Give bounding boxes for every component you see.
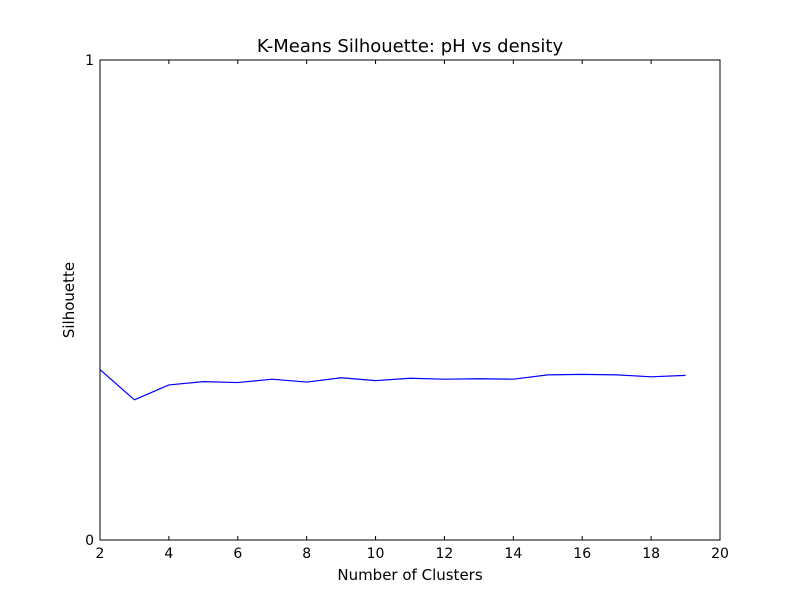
x-tick-label: 6	[233, 546, 242, 562]
x-tick-label: 16	[573, 546, 591, 562]
plot-frame	[99, 59, 721, 541]
tick-labels-layer: 2 4 6 8 10 12 14 16 18 20 0 1	[85, 53, 729, 562]
y-tick-label: 0	[85, 533, 94, 549]
x-tick-label: 10	[367, 546, 385, 562]
x-tick-label: 8	[302, 546, 311, 562]
chart-title: K-Means Silhouette: pH vs density	[257, 36, 564, 57]
x-tick-label: 20	[711, 546, 729, 562]
series-layer	[99, 369, 686, 401]
x-tick-label: 4	[164, 546, 173, 562]
series-line	[99, 369, 686, 401]
y-axis-label: Silhouette	[60, 262, 78, 338]
plot-area	[100, 60, 720, 540]
x-tick-label: 12	[436, 546, 454, 562]
y-tick-label: 1	[85, 53, 94, 69]
x-axis-label: Number of Clusters	[337, 566, 482, 584]
x-tick-label: 14	[504, 546, 522, 562]
x-tick-label: 2	[96, 546, 105, 562]
x-tick-label: 18	[642, 546, 660, 562]
